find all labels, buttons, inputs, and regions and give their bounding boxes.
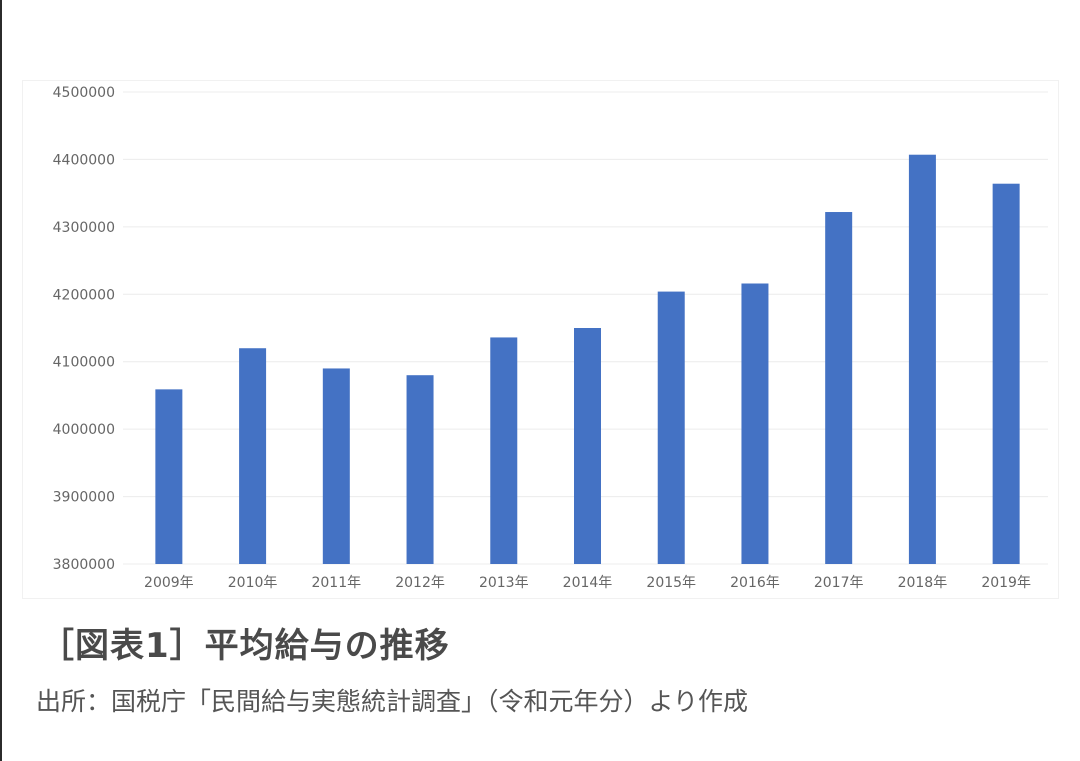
x-axis-ticks: 2009年 2010年 2011年 2012年 2013年 2014年 2015年 2016年… <box>144 575 1031 591</box>
bar-2017年 <box>825 212 853 564</box>
x-tick-label: 2015年 <box>646 575 696 591</box>
x-tick-label: 2012年 <box>395 575 445 591</box>
y-tick-label: 3900000 <box>53 490 115 506</box>
bar-2009年 <box>155 389 183 564</box>
x-tick-label: 2017年 <box>814 575 864 591</box>
bar-2019年 <box>992 183 1020 564</box>
x-tick-label: 2010年 <box>228 575 278 591</box>
bar-chart: 3800000 3900000 4000000 4100000 4200000 43000… <box>53 85 1048 591</box>
bar-2013年 <box>490 337 518 564</box>
bars <box>155 154 1020 565</box>
bar-2018年 <box>908 154 936 565</box>
x-tick-label: 2018年 <box>898 575 948 591</box>
bar-2010年 <box>239 348 267 564</box>
x-tick-label: 2016年 <box>730 575 780 591</box>
y-tick-label: 4200000 <box>53 287 115 303</box>
x-tick-label: 2014年 <box>563 575 613 591</box>
y-tick-label: 3800000 <box>53 557 115 573</box>
y-tick-label: 4100000 <box>53 355 115 371</box>
figure-title: ［図表1］平均給与の推移 <box>40 626 450 666</box>
y-tick-label: 4400000 <box>53 152 115 168</box>
x-tick-label: 2013年 <box>479 575 529 591</box>
y-tick-label: 4000000 <box>53 422 115 438</box>
y-tick-label: 4500000 <box>53 85 115 101</box>
y-axis-ticks: 3800000 3900000 4000000 4100000 4200000 43000… <box>53 85 115 573</box>
bar-2014年 <box>574 328 601 564</box>
figure-source: 出所：国税庁「民間給与実態統計調査」（令和元年分）より作成 <box>36 687 749 716</box>
bar-2011年 <box>322 368 350 564</box>
x-tick-label: 2011年 <box>311 575 361 591</box>
x-tick-label: 2009年 <box>144 575 194 591</box>
bar-2015年 <box>657 291 685 564</box>
y-tick-label: 4300000 <box>53 220 115 236</box>
bar-2016年 <box>741 283 769 564</box>
bar-2012年 <box>406 375 434 564</box>
x-tick-label: 2019年 <box>981 575 1031 591</box>
chart-panel: 3800000 3900000 4000000 4100000 4200000 43000… <box>22 80 1059 599</box>
left-border-line <box>0 0 2 761</box>
